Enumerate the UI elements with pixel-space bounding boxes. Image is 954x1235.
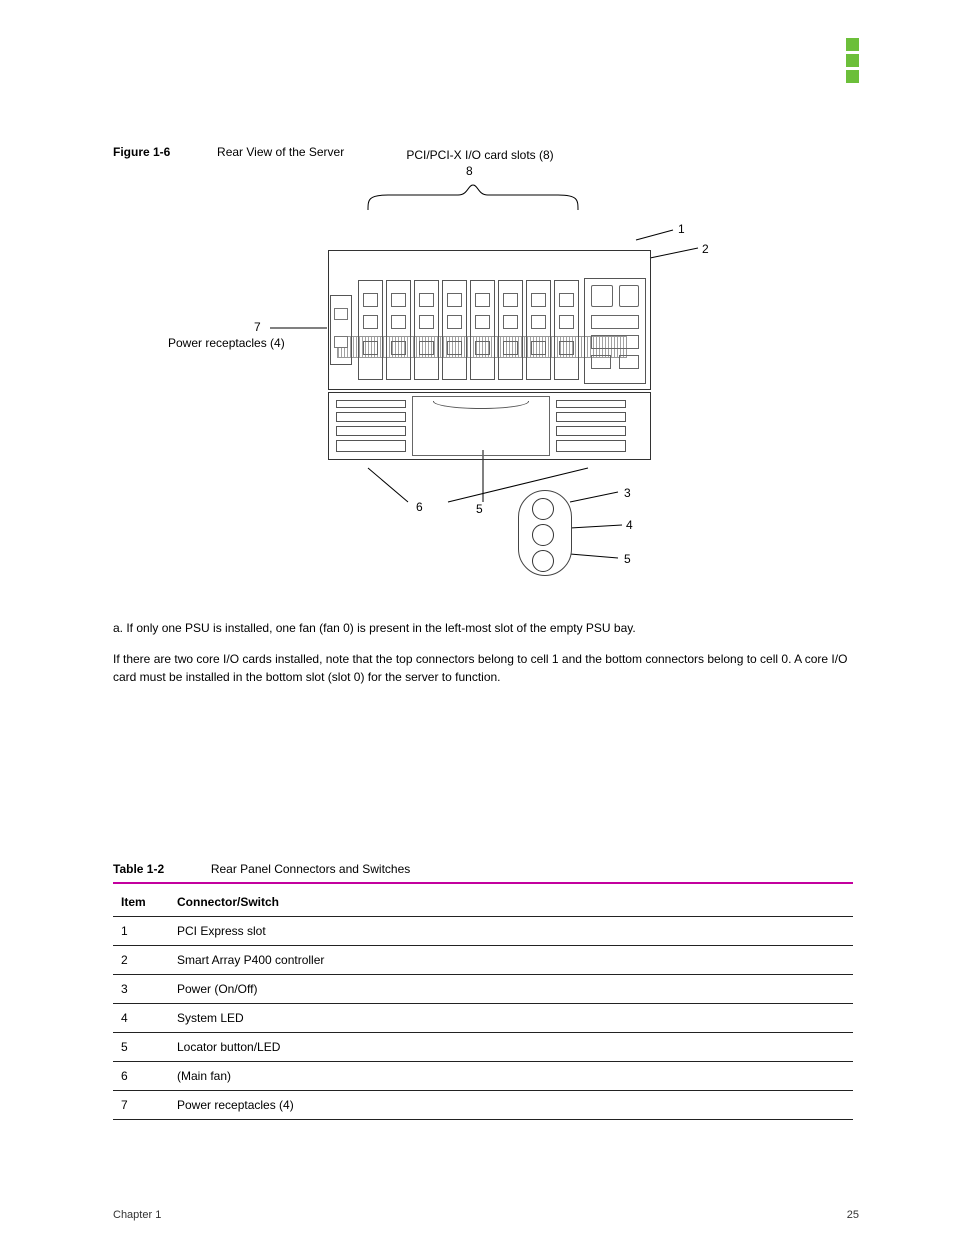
cell-item: 2 (113, 946, 169, 975)
table-title: Rear Panel Connectors and Switches (211, 862, 410, 876)
pci-slot (526, 280, 551, 380)
page-indicator (846, 38, 859, 83)
server-rear-diagram: 8 PCI/PCI-X I/O card slots (8) 1 2 7 Pow… (208, 170, 758, 580)
notes-block: a. If only one PSU is installed, one fan… (113, 620, 853, 700)
cell-conn: (Main fan) (169, 1062, 853, 1091)
callout-5b: 5 (624, 552, 631, 566)
label-power-recept: Power receptacles (4) (168, 336, 348, 350)
cell-conn: Power receptacles (4) (169, 1091, 853, 1120)
figure-caption: Figure 1-6 Rear View of the Server (113, 145, 344, 159)
connectors-table: Item Connector/Switch 1PCI Express slot2… (113, 890, 853, 1120)
system-led-icon (532, 524, 554, 546)
pci-slot (358, 280, 383, 380)
pci-slot (414, 280, 439, 380)
table-divider (113, 882, 853, 884)
callout-4: 4 (626, 518, 633, 532)
table-row: 1PCI Express slot (113, 917, 853, 946)
table-row: 4System LED (113, 1004, 853, 1033)
callout-5: 5 (476, 502, 483, 516)
pci-slot (554, 280, 579, 380)
footer-chapter: Chapter 1 (113, 1209, 161, 1221)
table-row: 5Locator button/LED (113, 1033, 853, 1062)
cell-conn: Smart Array P400 controller (169, 946, 853, 975)
table-row: 7Power receptacles (4) (113, 1091, 853, 1120)
callout-6: 6 (416, 500, 423, 514)
cell-item: 7 (113, 1091, 169, 1120)
figure-label: Figure 1-6 (113, 145, 170, 159)
label-pci-slots: PCI/PCI-X I/O card slots (8) (350, 148, 610, 162)
note-a: a. If only one PSU is installed, one fan… (113, 620, 853, 637)
table-label: Table 1-2 (113, 862, 164, 876)
cell-conn: PCI Express slot (169, 917, 853, 946)
button-cluster (518, 490, 572, 576)
psu-left (336, 398, 406, 454)
io-card-stub (330, 295, 352, 365)
pci-slot (498, 280, 523, 380)
indicator-square (846, 70, 859, 83)
table-body: 1PCI Express slot2Smart Array P400 contr… (113, 917, 853, 1120)
figure-title: Rear View of the Server (217, 145, 344, 159)
table-head-row: Item Connector/Switch (113, 890, 853, 917)
cell-item: 1 (113, 917, 169, 946)
power-button-icon (532, 498, 554, 520)
fan-zone (412, 396, 550, 456)
cell-item: 6 (113, 1062, 169, 1091)
col-conn: Connector/Switch (169, 890, 853, 917)
cell-conn: Power (On/Off) (169, 975, 853, 1004)
cell-conn: Locator button/LED (169, 1033, 853, 1062)
cell-item: 3 (113, 975, 169, 1004)
pci-slot (442, 280, 467, 380)
fan-handle (433, 401, 529, 409)
pci-slot (386, 280, 411, 380)
locator-led-icon (532, 550, 554, 572)
note-core-io: If there are two core I/O cards installe… (113, 651, 853, 686)
cell-conn: System LED (169, 1004, 853, 1033)
cell-item: 5 (113, 1033, 169, 1062)
pci-slot (470, 280, 495, 380)
callout-3: 3 (624, 486, 631, 500)
table-row: 2Smart Array P400 controller (113, 946, 853, 975)
callout-7: 7 (254, 320, 261, 334)
core-io-card (584, 278, 646, 384)
psu-right (556, 398, 626, 454)
table-row: 3Power (On/Off) (113, 975, 853, 1004)
footer-page: 25 (847, 1209, 859, 1221)
callout-1: 1 (678, 222, 685, 236)
col-item: Item (113, 890, 169, 917)
indicator-square (846, 54, 859, 67)
callout-2: 2 (702, 242, 709, 256)
table-caption: Table 1-2 Rear Panel Connectors and Swit… (113, 862, 410, 876)
cell-item: 4 (113, 1004, 169, 1033)
indicator-square (846, 38, 859, 51)
table-row: 6(Main fan) (113, 1062, 853, 1091)
callout-8: 8 (466, 164, 473, 178)
pci-area (358, 280, 580, 380)
